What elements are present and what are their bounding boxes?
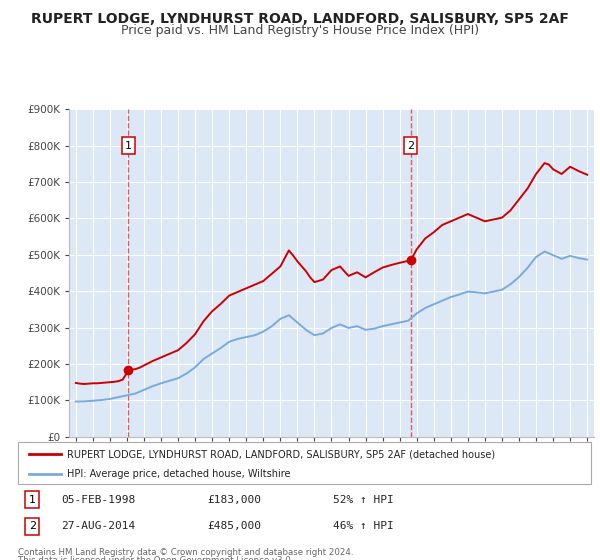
- Text: 1: 1: [125, 141, 132, 151]
- Text: 2: 2: [407, 141, 415, 151]
- Text: RUPERT LODGE, LYNDHURST ROAD, LANDFORD, SALISBURY, SP5 2AF: RUPERT LODGE, LYNDHURST ROAD, LANDFORD, …: [31, 12, 569, 26]
- Text: 27-AUG-2014: 27-AUG-2014: [61, 521, 135, 531]
- Text: RUPERT LODGE, LYNDHURST ROAD, LANDFORD, SALISBURY, SP5 2AF (detached house): RUPERT LODGE, LYNDHURST ROAD, LANDFORD, …: [67, 449, 495, 459]
- Text: 05-FEB-1998: 05-FEB-1998: [61, 494, 135, 505]
- Text: 46% ↑ HPI: 46% ↑ HPI: [333, 521, 394, 531]
- Text: £485,000: £485,000: [207, 521, 261, 531]
- Text: 52% ↑ HPI: 52% ↑ HPI: [333, 494, 394, 505]
- Text: Price paid vs. HM Land Registry's House Price Index (HPI): Price paid vs. HM Land Registry's House …: [121, 24, 479, 36]
- FancyBboxPatch shape: [18, 442, 591, 484]
- Text: HPI: Average price, detached house, Wiltshire: HPI: Average price, detached house, Wilt…: [67, 469, 290, 479]
- Text: This data is licensed under the Open Government Licence v3.0.: This data is licensed under the Open Gov…: [18, 556, 293, 560]
- Text: 1: 1: [29, 494, 36, 505]
- Text: Contains HM Land Registry data © Crown copyright and database right 2024.: Contains HM Land Registry data © Crown c…: [18, 548, 353, 557]
- Text: £183,000: £183,000: [207, 494, 261, 505]
- Text: 2: 2: [29, 521, 36, 531]
